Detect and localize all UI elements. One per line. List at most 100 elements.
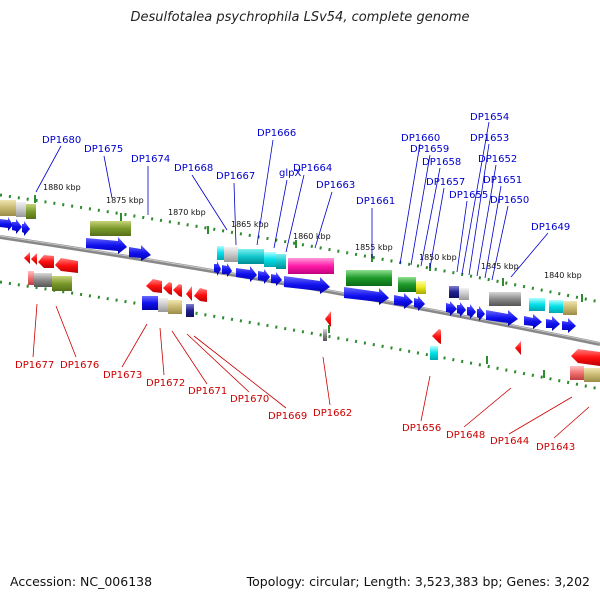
forward-gene-labels: DP1680 DP1675 DP1674 DP1668 DP1667 DP166… [42, 112, 570, 233]
kbp-tick-label: 1865 kbp [231, 220, 269, 229]
gene-arrow [86, 237, 127, 254]
gene-box [186, 304, 194, 317]
gene-label: DP1657 [426, 177, 465, 188]
gene-arrow [12, 219, 22, 234]
gene-label: DP1654 [470, 112, 509, 123]
gene-box [158, 298, 168, 312]
gene-label: DP1664 [293, 163, 332, 174]
gene-label: DP1675 [84, 144, 123, 155]
map-title: Desulfotalea psychrophila LSv54, complet… [130, 10, 470, 25]
gene-box [16, 202, 26, 217]
gene-arrow [194, 288, 207, 302]
reverse-track-dots [0, 280, 600, 391]
gene-arrow [515, 341, 521, 355]
gene-label: DP1656 [402, 423, 441, 434]
gene-box [28, 271, 34, 285]
gene-box [570, 366, 584, 380]
gene-label: DP1644 [490, 436, 529, 447]
gene-arrow [24, 252, 30, 264]
gene-box [459, 288, 469, 300]
gene-arrow [394, 293, 413, 309]
gene-label: DP1660 [401, 133, 440, 144]
forward-feature-boxes [0, 200, 577, 315]
gene-arrow [31, 253, 37, 265]
gene-arrow [186, 286, 192, 301]
gene-label: DP1670 [230, 394, 269, 405]
gene-arrow [546, 316, 560, 331]
gene-label: DP1659 [410, 144, 449, 155]
gene-label: DP1643 [536, 442, 575, 453]
accession-text: Accession: NC_006138 [10, 574, 153, 589]
gene-arrow [271, 272, 282, 286]
kbp-tick-label: 1875 kbp [106, 196, 144, 205]
gene-arrow [414, 296, 425, 311]
gene-label: DP1651 [483, 175, 522, 186]
gene-box [26, 204, 36, 219]
gene-arrow [214, 261, 221, 276]
gene-box [0, 200, 16, 216]
gene-box [264, 252, 276, 267]
gene-box [489, 292, 521, 306]
gene-label: DP1652 [478, 154, 517, 165]
gene-arrow [55, 258, 78, 273]
gene-arrow [146, 279, 162, 293]
kbp-tick-label: 1855 kbp [355, 243, 393, 252]
gene-arrow [562, 318, 576, 333]
kbp-tick-label: 1860 kbp [293, 232, 331, 241]
gene-label: DP1666 [257, 128, 296, 139]
gene-box [563, 301, 577, 315]
genome-backbone [0, 235, 600, 346]
gene-box [584, 368, 600, 382]
gene-arrow [22, 221, 30, 236]
gene-box [430, 346, 438, 360]
gene-arrow [467, 304, 476, 319]
gene-box [323, 329, 327, 341]
reverse-feature-boxes [28, 271, 600, 382]
gene-label: DP1662 [313, 408, 352, 419]
gene-box [529, 298, 545, 311]
gene-arrow [38, 255, 54, 268]
kbp-tick-label: 1880 kbp [43, 183, 81, 192]
gene-label: DP1649 [531, 222, 570, 233]
kbp-tick-labels: 1880 kbp 1875 kbp 1870 kbp 1865 kbp 1860… [43, 183, 582, 280]
gene-box [346, 270, 392, 286]
gene-box [34, 273, 52, 287]
gene-label: DP1658 [422, 157, 461, 168]
gene-arrow [446, 301, 457, 316]
gene-label: glpX [279, 168, 301, 179]
reverse-gene-arrows [24, 252, 600, 366]
gene-box [398, 277, 416, 292]
kbp-tick-label: 1845 kbp [481, 262, 519, 271]
gene-arrow [236, 266, 257, 282]
gene-label: DP1661 [356, 196, 395, 207]
gene-arrow [0, 217, 13, 231]
gene-arrow [571, 349, 600, 366]
gene-label: DP1673 [103, 370, 142, 381]
gene-label: DP1676 [60, 360, 99, 371]
gene-box [238, 249, 264, 264]
gene-box [288, 258, 334, 274]
gene-label: DP1668 [174, 163, 213, 174]
gene-arrow [457, 302, 466, 317]
gene-label: DP1669 [268, 411, 307, 422]
gene-label: DP1667 [216, 171, 255, 182]
gene-arrow [325, 311, 331, 327]
gene-arrow [258, 269, 270, 284]
gene-label: DP1680 [42, 135, 81, 146]
gene-box [276, 254, 286, 269]
gene-arrow [222, 263, 232, 277]
gene-label: DP1677 [15, 360, 54, 371]
forward-gene-arrows [0, 217, 576, 333]
gene-label: DP1653 [470, 133, 509, 144]
gene-box [168, 300, 182, 314]
forward-leader-lines [35, 121, 549, 281]
gene-arrow [284, 276, 330, 294]
gene-label: DP1650 [490, 195, 529, 206]
gene-arrow [173, 284, 182, 297]
gene-arrow [163, 282, 172, 295]
gene-label: DP1672 [146, 378, 185, 389]
gene-box [142, 296, 158, 310]
gene-box [416, 281, 426, 294]
gene-box [90, 221, 131, 236]
